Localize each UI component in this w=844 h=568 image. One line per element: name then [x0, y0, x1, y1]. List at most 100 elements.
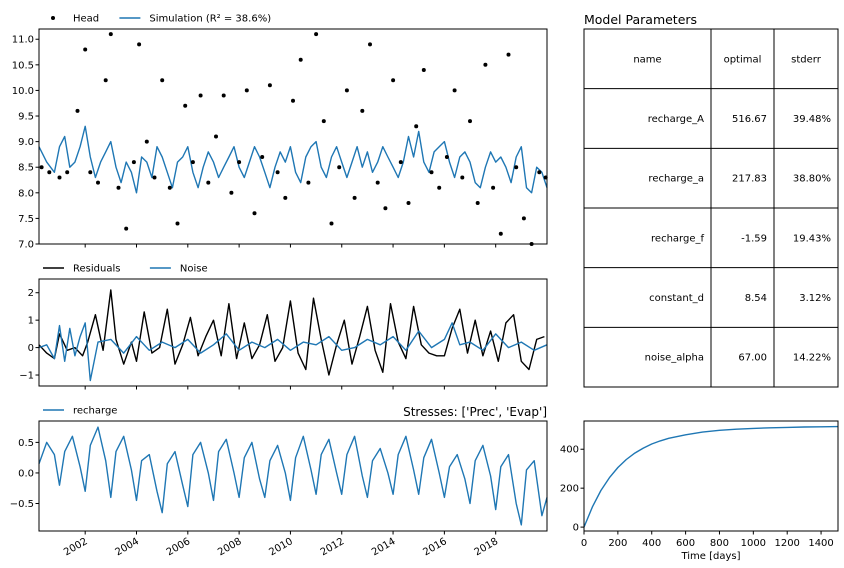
table-cell: recharge_f: [651, 233, 704, 244]
table-cell: 3.12%: [799, 293, 831, 304]
table-cell: noise_alpha: [645, 353, 704, 364]
legend-label: recharge: [73, 406, 117, 417]
x-tick-label: 200: [608, 538, 627, 549]
legend-label: Residuals: [73, 264, 120, 275]
table-cell: 39.48%: [793, 114, 831, 125]
legend-label: Noise: [180, 264, 208, 275]
series-line-simulation-r-38-6: [38, 125, 548, 194]
y-tick-label: 2: [28, 288, 34, 299]
series-line-recharge: [38, 426, 548, 526]
recharge-panel: −0.5 0.0 0.5 2002 2004 2006 2008 2010 2012 2014 20…: [10, 405, 548, 558]
data-point-head: [267, 83, 272, 88]
data-point-head: [183, 103, 188, 108]
data-point-head: [368, 42, 372, 47]
y-tick-label: 7.5: [18, 214, 34, 225]
data-point-head: [47, 170, 52, 175]
series-line-recharge: [583, 425, 839, 528]
data-point-head: [321, 119, 326, 124]
data-point-head: [483, 62, 488, 67]
table-title: Model Parameters: [584, 12, 697, 27]
model-parameters-table: Model Parameters name optimal stderr rechar…: [583, 12, 839, 388]
data-point-head: [103, 78, 108, 83]
data-point-head: [421, 68, 426, 72]
data-point-head: [144, 139, 149, 144]
data-point-head: [460, 175, 465, 180]
data-point-head: [167, 185, 172, 190]
data-point-head: [190, 160, 195, 165]
data-point-head: [337, 165, 342, 170]
head-simulation-panel: 7.0 7.5 8.0 8.5 9.0 9.5 10.0 10.5 11.0 Head Simula…: [12, 14, 548, 251]
table-cell: constant_d: [649, 293, 704, 304]
legend-label: Head: [73, 14, 99, 25]
data-point-head: [391, 78, 396, 83]
data-point-head: [491, 185, 496, 190]
table-cell: 19.43%: [793, 233, 831, 244]
data-point-head: [406, 201, 411, 205]
data-point-head: [383, 206, 388, 211]
data-point-head: [175, 221, 180, 226]
legend-item: recharge: [43, 406, 117, 417]
data-point-head: [437, 185, 442, 190]
x-tick-label: 0: [581, 538, 587, 549]
chart-title: Stresses: ['Prec', 'Evap']: [403, 405, 547, 419]
data-point-head: [57, 175, 62, 180]
axes-frame: [38, 420, 548, 532]
data-point-head: [137, 42, 142, 47]
data-point-head: [198, 93, 203, 98]
table-cell: recharge_A: [648, 114, 704, 125]
data-point-head: [88, 170, 93, 175]
y-tick-label: 9.5: [18, 112, 34, 123]
data-point-head: [298, 57, 303, 62]
data-point-head: [537, 170, 542, 175]
data-point-head: [444, 155, 449, 159]
y-tick-label: 1: [28, 316, 34, 327]
legend-item: Head: [51, 14, 99, 25]
x-tick-label: 2014: [370, 536, 398, 558]
x-tick-label: 1000: [741, 538, 766, 549]
y-tick-label: 8.5: [18, 163, 34, 174]
table-cell: 516.67: [732, 114, 767, 125]
y-tick-label: 9.0: [18, 137, 34, 148]
data-point-head: [116, 185, 121, 190]
legend-item: Residuals: [43, 264, 120, 275]
y-tick-label: 10.0: [12, 86, 34, 97]
data-point-head: [475, 201, 480, 205]
data-point-head: [452, 88, 457, 93]
data-point-head: [352, 195, 357, 200]
table-cell: 217.83: [732, 174, 767, 185]
data-point-head: [260, 155, 265, 159]
data-point-head: [514, 165, 519, 170]
data-point-head: [468, 119, 472, 124]
y-tick-label: 0.0: [18, 468, 34, 479]
x-tick-label: 2002: [62, 536, 90, 558]
x-tick-label: 800: [710, 538, 729, 549]
legend-item: Simulation (R² = 38.6%): [119, 14, 271, 25]
data-point-head: [96, 180, 100, 185]
data-point-head: [498, 231, 503, 236]
data-point-head: [429, 170, 434, 175]
data-point-head: [83, 47, 88, 52]
y-tick-label: 400: [560, 445, 579, 456]
residuals-noise-panel: −1 0 1 2 Residuals Noise: [19, 264, 548, 390]
data-point-head: [206, 180, 211, 185]
table-header-cell: name: [633, 54, 661, 65]
x-tick-label: 2006: [165, 536, 193, 558]
data-point-head: [291, 98, 295, 103]
y-tick-label: −1: [19, 371, 34, 382]
axes-frame: [583, 420, 839, 532]
data-point-head: [275, 170, 280, 175]
data-point-head: [375, 180, 380, 185]
table-header-cell: optimal: [724, 54, 762, 65]
data-point-head: [75, 108, 80, 113]
x-tick-label: 1200: [774, 538, 799, 549]
x-tick-label: 2018: [473, 536, 501, 558]
series-line-noise: [38, 322, 548, 382]
x-tick-label: 1400: [808, 538, 833, 549]
data-point-head: [152, 175, 157, 180]
data-point-head: [344, 88, 349, 93]
series-line-residuals: [38, 289, 545, 376]
y-tick-label: 0.5: [18, 438, 34, 449]
data-point-head: [229, 190, 234, 195]
data-point-head: [108, 32, 113, 37]
